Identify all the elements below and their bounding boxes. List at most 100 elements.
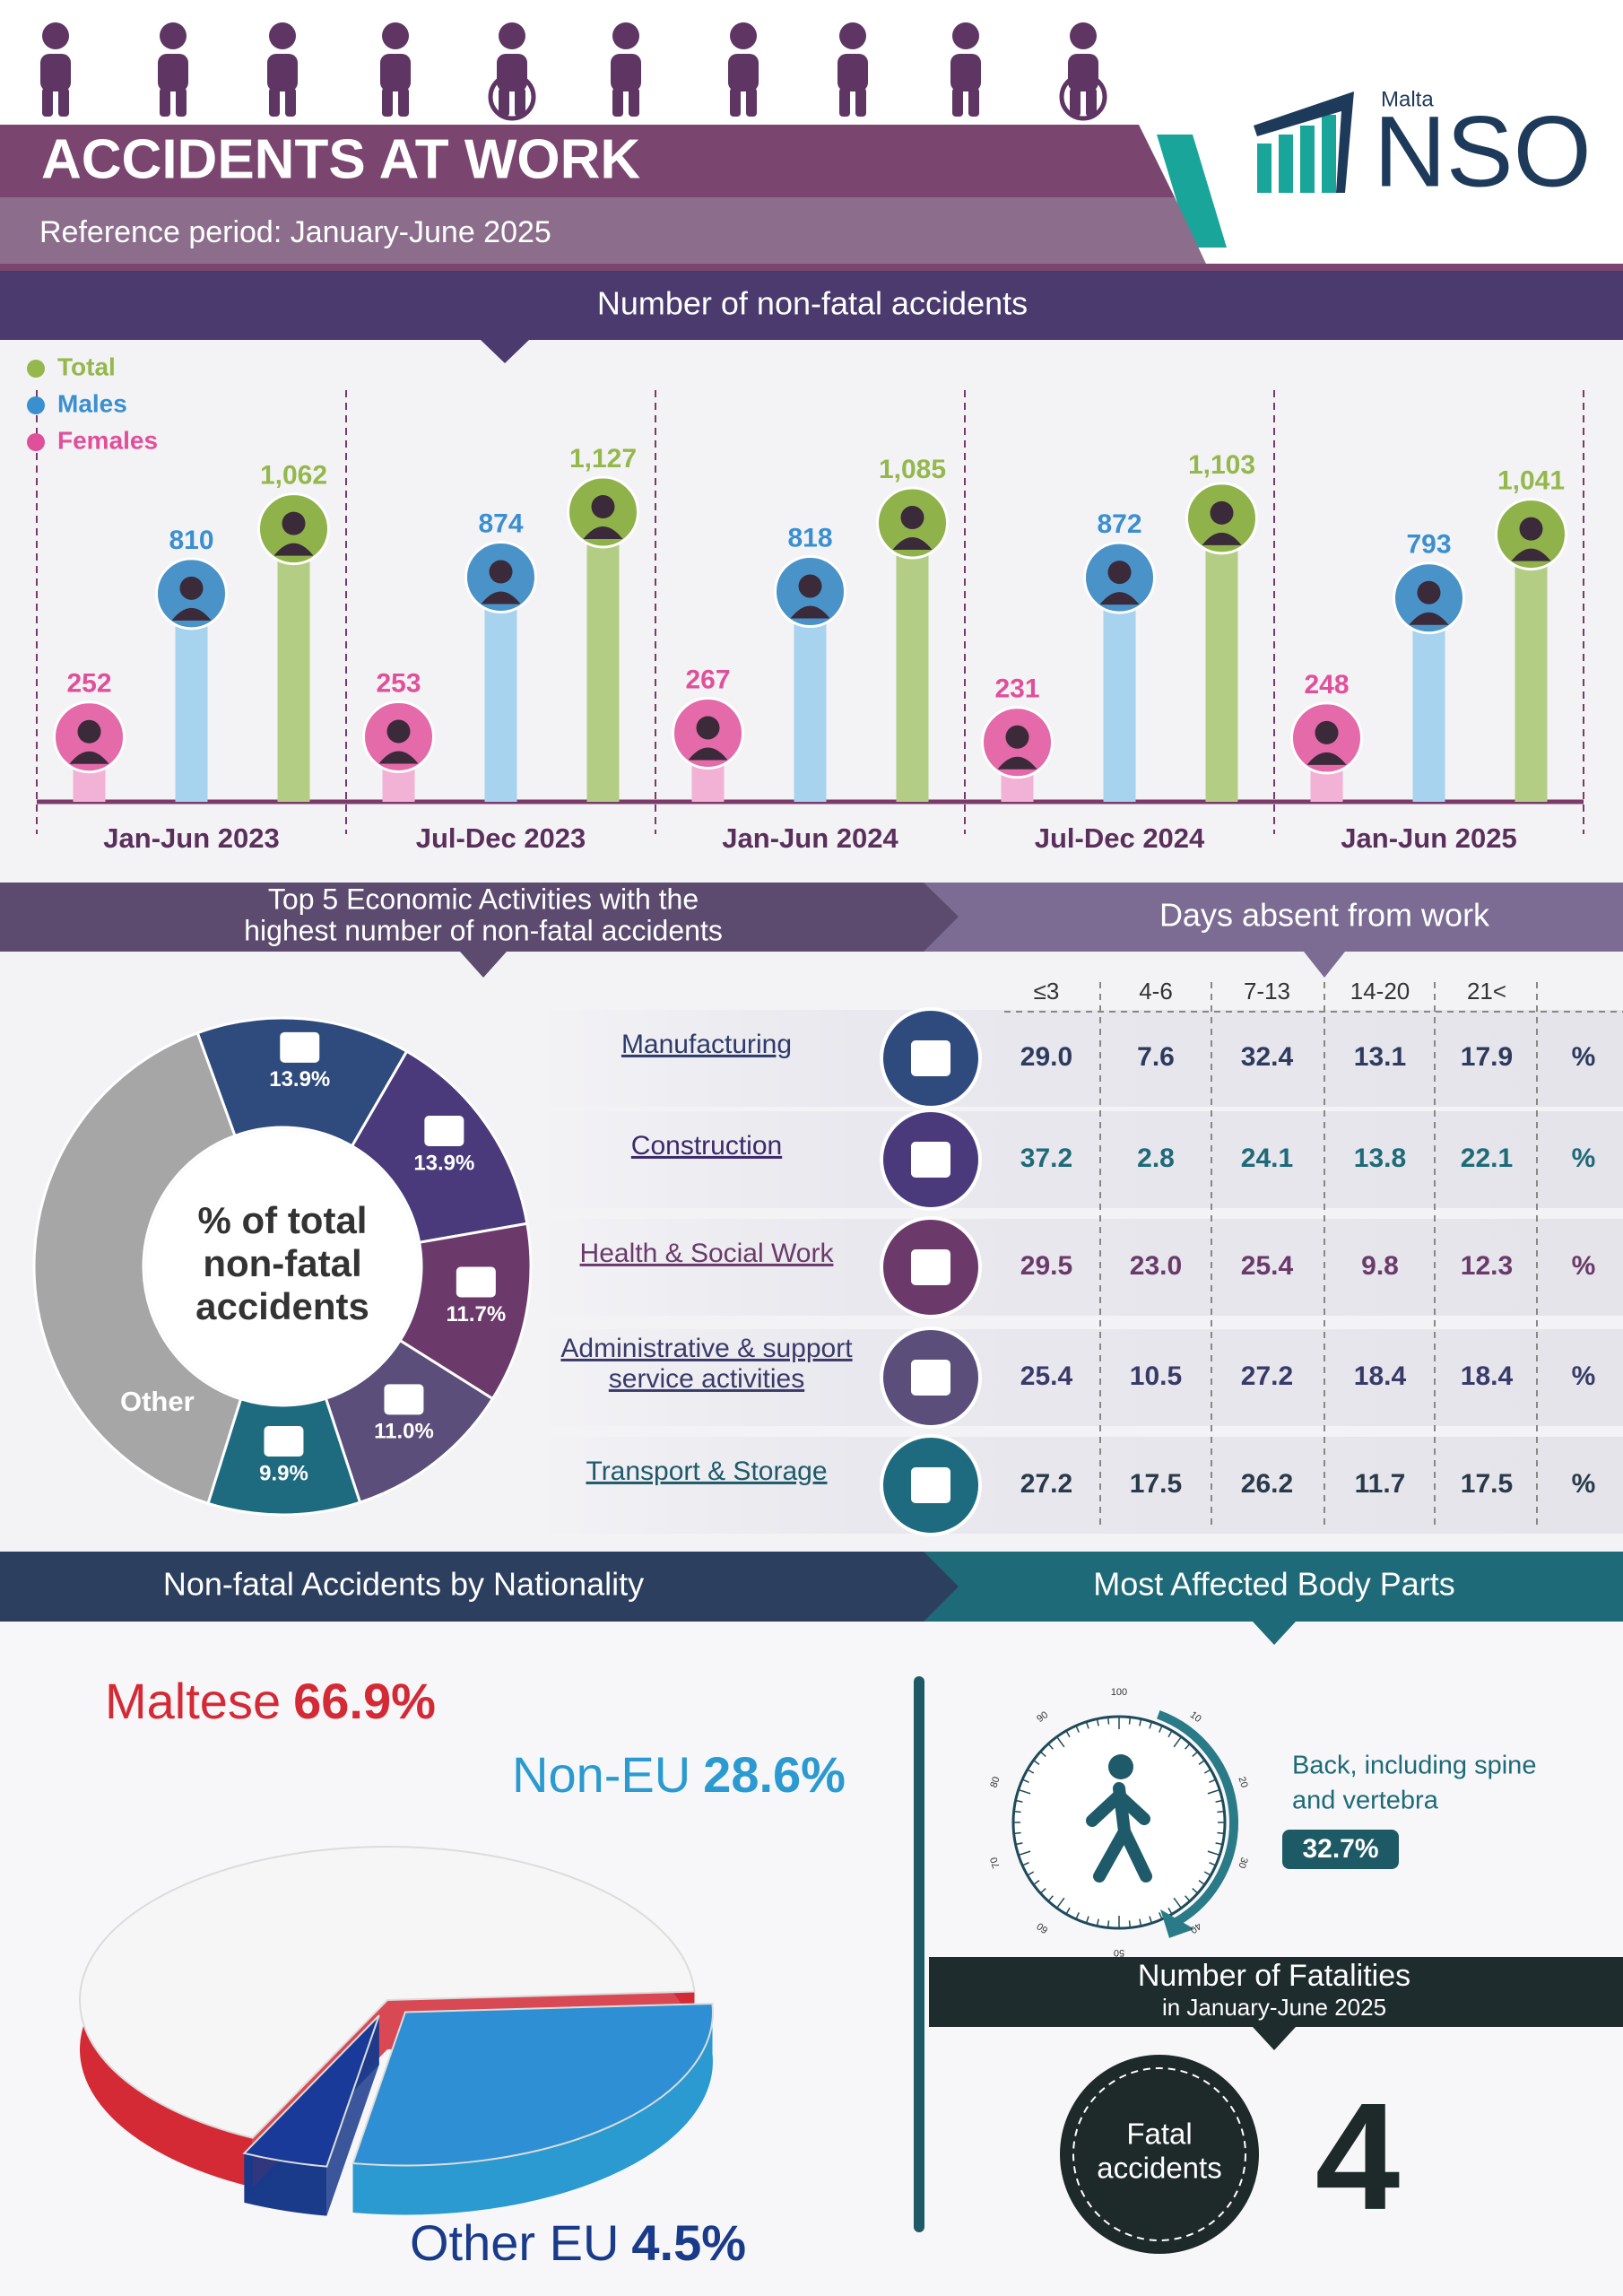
gauge-tick <box>1107 1717 1110 1725</box>
gauge-tick <box>1192 1751 1199 1757</box>
bubble-shoulders <box>171 607 212 621</box>
logo-swoosh <box>1254 91 1354 193</box>
icon-leg <box>1070 88 1081 117</box>
gauge-tick <box>1198 1760 1205 1765</box>
gauge-tick <box>1075 1912 1080 1920</box>
bubble-shoulders <box>1099 592 1140 605</box>
table-cell: 17.9 <box>1461 1042 1513 1072</box>
bubble-face <box>591 495 615 518</box>
column-header: 4-6 <box>1139 978 1173 1004</box>
nso-logo: Malta NSO <box>1254 87 1592 208</box>
icon-leg <box>269 88 280 117</box>
bubble-shoulders <box>481 591 521 604</box>
bubble-face <box>900 506 924 530</box>
gauge-tick <box>1209 1862 1217 1866</box>
table-cell: 13.1 <box>1354 1042 1406 1072</box>
icon-leg <box>968 88 979 117</box>
bubble-face <box>1417 580 1441 604</box>
gauge-arc <box>1157 1710 1238 1926</box>
icon-leg <box>730 88 741 117</box>
activity-name: Manufacturing <box>621 1030 792 1059</box>
table-cell: 17.5 <box>1130 1469 1182 1499</box>
value-label: 810 <box>169 526 213 555</box>
table-cell: 12.3 <box>1461 1251 1513 1281</box>
table-cell: 25.4 <box>1241 1251 1294 1281</box>
pie-top <box>79 1845 696 2139</box>
bubble-shoulders <box>892 537 933 551</box>
value-label: 248 <box>1304 670 1349 700</box>
section-title: Days absent from work <box>1159 897 1490 934</box>
dial-label: 40 <box>1188 1920 1203 1935</box>
nationality-name: Other EU <box>410 2214 619 2271</box>
icon-leg <box>612 88 623 117</box>
legend-dot <box>27 433 45 451</box>
gauge-tick <box>1033 1760 1040 1765</box>
icon-body <box>40 54 71 91</box>
nationality-label: Maltese 66.9% <box>105 1673 436 1729</box>
segment-icon <box>384 1384 424 1415</box>
section-band <box>0 883 959 978</box>
icon-leg <box>952 88 963 117</box>
column-header: 21< <box>1467 978 1506 1004</box>
icon-leg <box>42 88 53 117</box>
dial-label: 90 <box>1035 1709 1050 1725</box>
subtitle-band <box>0 197 1206 264</box>
dial-label: 70 <box>988 1856 1002 1869</box>
bar <box>1515 534 1548 802</box>
gauge-tick <box>1207 1850 1220 1857</box>
gauge-tick <box>1085 1721 1089 1729</box>
title-band <box>0 125 1175 197</box>
icon-body <box>158 54 188 91</box>
gauge-tick <box>1033 1880 1040 1885</box>
logo-bar <box>1257 144 1271 193</box>
table-cell: 2.8 <box>1137 1144 1175 1173</box>
segment-icon <box>424 1116 464 1147</box>
activity-icon-glyph <box>911 1360 950 1396</box>
gauge-tick <box>1149 1916 1153 1924</box>
bubble-shoulders <box>1202 532 1242 545</box>
value-label: 253 <box>376 668 421 698</box>
section-band <box>929 1957 1623 2050</box>
dial-label: 100 <box>1111 1687 1127 1698</box>
gauge-tick <box>1167 1730 1173 1738</box>
gauge-tick <box>1027 1871 1035 1876</box>
segment-label: 13.9% <box>269 1067 330 1091</box>
donut-center-label: accidents <box>195 1285 369 1327</box>
bubble-face <box>386 719 411 744</box>
icon-body <box>1068 54 1098 91</box>
icon-wheel <box>1059 73 1107 121</box>
gauge-tick <box>1065 1730 1071 1738</box>
icon-body <box>611 54 641 91</box>
gauge-tick <box>1167 1907 1173 1915</box>
activity-name: Construction <box>631 1131 782 1161</box>
gauge-tick <box>1173 1897 1182 1909</box>
table-cell: 13.8 <box>1354 1144 1406 1173</box>
title: ACCIDENTS AT WORK <box>41 128 640 190</box>
pie-top <box>242 2014 380 2168</box>
pie-top <box>352 2002 714 2167</box>
nationality-value: 28.6% <box>703 1746 846 1803</box>
bubble-shoulders <box>583 526 623 539</box>
icon-head <box>1070 22 1097 49</box>
gauge-tick <box>1015 1842 1023 1846</box>
value-label: 872 <box>1097 509 1141 539</box>
dial-label: 60 <box>1035 1920 1050 1935</box>
table-cell: 26.2 <box>1241 1469 1293 1499</box>
value-label: 231 <box>994 674 1039 704</box>
nationality-value: 66.9% <box>293 1673 436 1729</box>
gauge-arrow <box>1160 1909 1194 1938</box>
bubble-shoulders <box>378 751 419 764</box>
gauge-tick <box>1159 1912 1163 1920</box>
gauge-tick <box>1015 1799 1023 1803</box>
fatal-circle <box>1060 2055 1259 2254</box>
gauge-tick <box>1085 1916 1089 1924</box>
bar <box>1205 517 1238 802</box>
gauge-tick <box>1173 1736 1182 1748</box>
icon-body <box>950 54 981 91</box>
donut-segment <box>32 1031 243 1506</box>
worker-icon <box>611 22 641 117</box>
pie-side <box>352 2004 713 2215</box>
gauge-tick <box>1018 1788 1031 1795</box>
icon-leg <box>839 88 850 117</box>
